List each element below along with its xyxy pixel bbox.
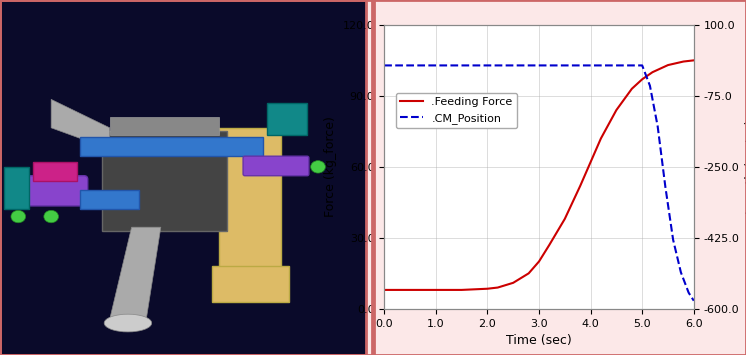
- Polygon shape: [51, 99, 110, 149]
- Ellipse shape: [44, 210, 58, 223]
- X-axis label: Time (sec): Time (sec): [506, 334, 572, 347]
- Bar: [110, 117, 219, 135]
- Bar: [267, 103, 307, 135]
- Bar: [102, 131, 227, 231]
- Bar: [33, 162, 77, 181]
- FancyBboxPatch shape: [18, 176, 88, 206]
- Ellipse shape: [311, 160, 325, 173]
- FancyBboxPatch shape: [243, 156, 309, 176]
- Polygon shape: [110, 227, 161, 320]
- Y-axis label: Length (meter): Length (meter): [745, 120, 746, 214]
- Bar: [219, 128, 281, 277]
- Bar: [81, 137, 263, 156]
- Ellipse shape: [11, 210, 25, 223]
- Bar: [4, 167, 29, 209]
- Bar: [81, 190, 139, 209]
- Legend: .Feeding Force, .CM_Position: .Feeding Force, .CM_Position: [396, 93, 517, 128]
- Bar: [212, 266, 289, 302]
- Y-axis label: Force (kg_force): Force (kg_force): [325, 116, 337, 217]
- Ellipse shape: [104, 314, 151, 332]
